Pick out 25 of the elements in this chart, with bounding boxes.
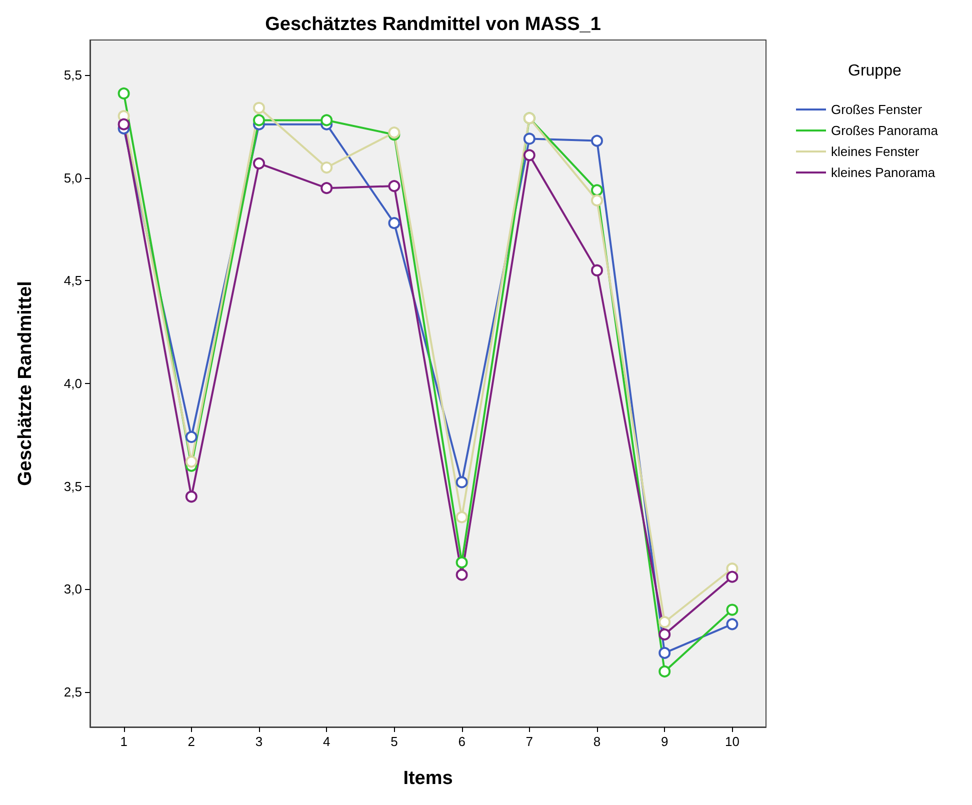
legend-label: Großes Panorama xyxy=(831,123,939,138)
y-tick-label: 3,0 xyxy=(64,582,82,597)
legend-label: kleines Fenster xyxy=(831,144,920,159)
x-tick-label: 3 xyxy=(255,734,263,749)
x-tick-label: 10 xyxy=(724,734,740,749)
y-tick-label: 3,5 xyxy=(64,478,82,494)
x-tick-label: 1 xyxy=(120,734,128,749)
legend-label: Großes Fenster xyxy=(831,102,923,117)
y-tick-label: 2,5 xyxy=(64,684,82,700)
y-tick-label: 5,5 xyxy=(64,67,82,82)
x-tick-label: 2 xyxy=(188,734,196,749)
x-tick-label: 5 xyxy=(390,734,398,749)
x-tick-label: 4 xyxy=(322,734,330,749)
legend-label: kleines Panorama xyxy=(831,165,936,180)
x-tick-label: 6 xyxy=(458,734,466,749)
x-axis-title: Items xyxy=(403,768,453,789)
x-tick-label: 8 xyxy=(593,734,601,749)
chart-title: Geschätztes Randmittel von MASS_1 xyxy=(265,14,602,35)
y-tick-label: 5,0 xyxy=(64,170,82,186)
legend-title: Gruppe xyxy=(848,62,902,80)
y-axis-title: Geschätzte Randmittel xyxy=(15,281,36,486)
x-tick-label: 7 xyxy=(526,734,534,749)
y-tick-label: 4,5 xyxy=(64,273,82,288)
y-tick-label: 4,0 xyxy=(64,376,82,391)
x-tick-label: 9 xyxy=(660,734,668,749)
